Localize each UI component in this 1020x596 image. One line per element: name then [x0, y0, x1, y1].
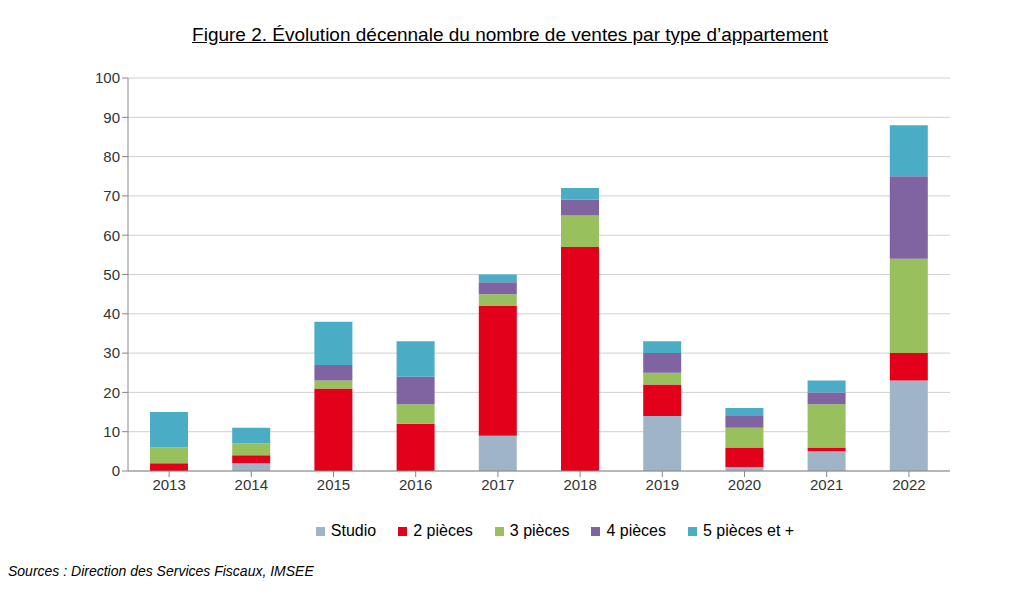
svg-text:2014: 2014	[235, 476, 268, 493]
html-text:2 pièces: 2 pièces	[413, 522, 473, 539]
svg-text:2013: 2013	[152, 476, 185, 493]
svg-text:2017: 2017	[481, 476, 514, 493]
html-text:Studio: Studio	[330, 522, 377, 539]
svg-text:0: 0	[112, 462, 120, 479]
html-text:5 pièces et +: 5 pièces et +	[703, 522, 795, 539]
svg-text:2022: 2022	[892, 476, 925, 493]
svg-text:70: 70	[103, 187, 120, 204]
svg-text:50: 50	[103, 266, 120, 283]
svg-text:40: 40	[103, 305, 120, 322]
svg-text:2021: 2021	[810, 476, 843, 493]
html-text:Sources : Direction des Servic: Sources : Direction des Services Fiscaux…	[8, 563, 314, 579]
svg-text:2019: 2019	[646, 476, 679, 493]
svg-text:2015: 2015	[317, 476, 350, 493]
svg-text:2020: 2020	[728, 476, 761, 493]
svg-text:100: 100	[95, 69, 120, 86]
html-text:Figure 2. Évolution décennale: Figure 2. Évolution décennale du nombre …	[192, 24, 828, 45]
html-text:4 pièces: 4 pièces	[606, 522, 666, 539]
html-text:3 pièces: 3 pièces	[509, 522, 570, 539]
svg-text:2018: 2018	[563, 476, 596, 493]
svg-text:20: 20	[103, 384, 120, 401]
svg-text:2016: 2016	[399, 476, 432, 493]
svg-text:10: 10	[103, 423, 120, 440]
svg-text:90: 90	[103, 109, 120, 126]
svg-text:30: 30	[103, 344, 120, 361]
svg-text:80: 80	[103, 148, 120, 165]
svg-text:60: 60	[103, 227, 120, 244]
